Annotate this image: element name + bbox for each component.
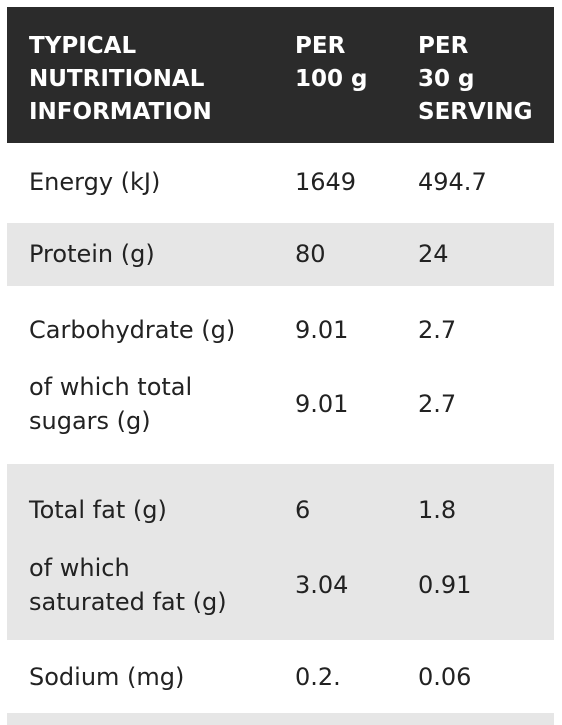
value-per-100g: 6 [295,496,311,524]
value-per-serving: 0.91 [418,571,472,599]
header-per-serving: PER 30 g SERVING [418,33,533,125]
value-per-100g: 1649 [295,168,357,196]
value-per-100g: 3.04 [295,571,349,599]
header-per-100g: PER 100 g [295,33,368,92]
value-per-100g: 0.2. [295,663,341,691]
table-row-sodium: Sodium (mg) 0.2. 0.06 [7,640,554,713]
value-per-serving: 0.06 [418,663,472,691]
nutrient-name: Carbohydrate (g) [29,316,236,344]
nutrient-name-sub: of which saturated fat (g) [29,554,227,616]
table-row-fat: Total fat (g) 6 1.8 of which saturated f… [7,464,554,640]
nutrient-name: Protein (g) [29,240,155,268]
value-per-serving: 2.7 [418,390,457,418]
table-header: TYPICAL NUTRITIONAL INFORMATION PER 100 … [7,7,554,143]
table-row-carbohydrate: Carbohydrate (g) 9.01 2.7 of which total… [7,286,554,464]
nutrient-name: Total fat (g) [29,496,167,524]
table-row-protein: Protein (g) 80 24 [7,223,554,286]
value-per-100g: 80 [295,240,326,268]
nutrient-name: Sodium (mg) [29,663,185,691]
value-per-serving: 494.7 [418,168,487,196]
nutrient-name-sub: of which total sugars (g) [29,373,193,435]
value-per-serving: 24 [418,240,449,268]
value-per-serving: 2.7 [418,316,457,344]
table-row-partial [7,713,554,725]
table-row-energy: Energy (kJ) 1649 494.7 [7,143,554,223]
value-per-100g: 9.01 [295,316,349,344]
nutrition-table: TYPICAL NUTRITIONAL INFORMATION PER 100 … [7,7,554,725]
value-per-100g: 9.01 [295,390,349,418]
value-per-serving: 1.8 [418,496,457,524]
header-nutrient: TYPICAL NUTRITIONAL INFORMATION [29,33,212,125]
nutrient-name: Energy (kJ) [29,168,161,196]
